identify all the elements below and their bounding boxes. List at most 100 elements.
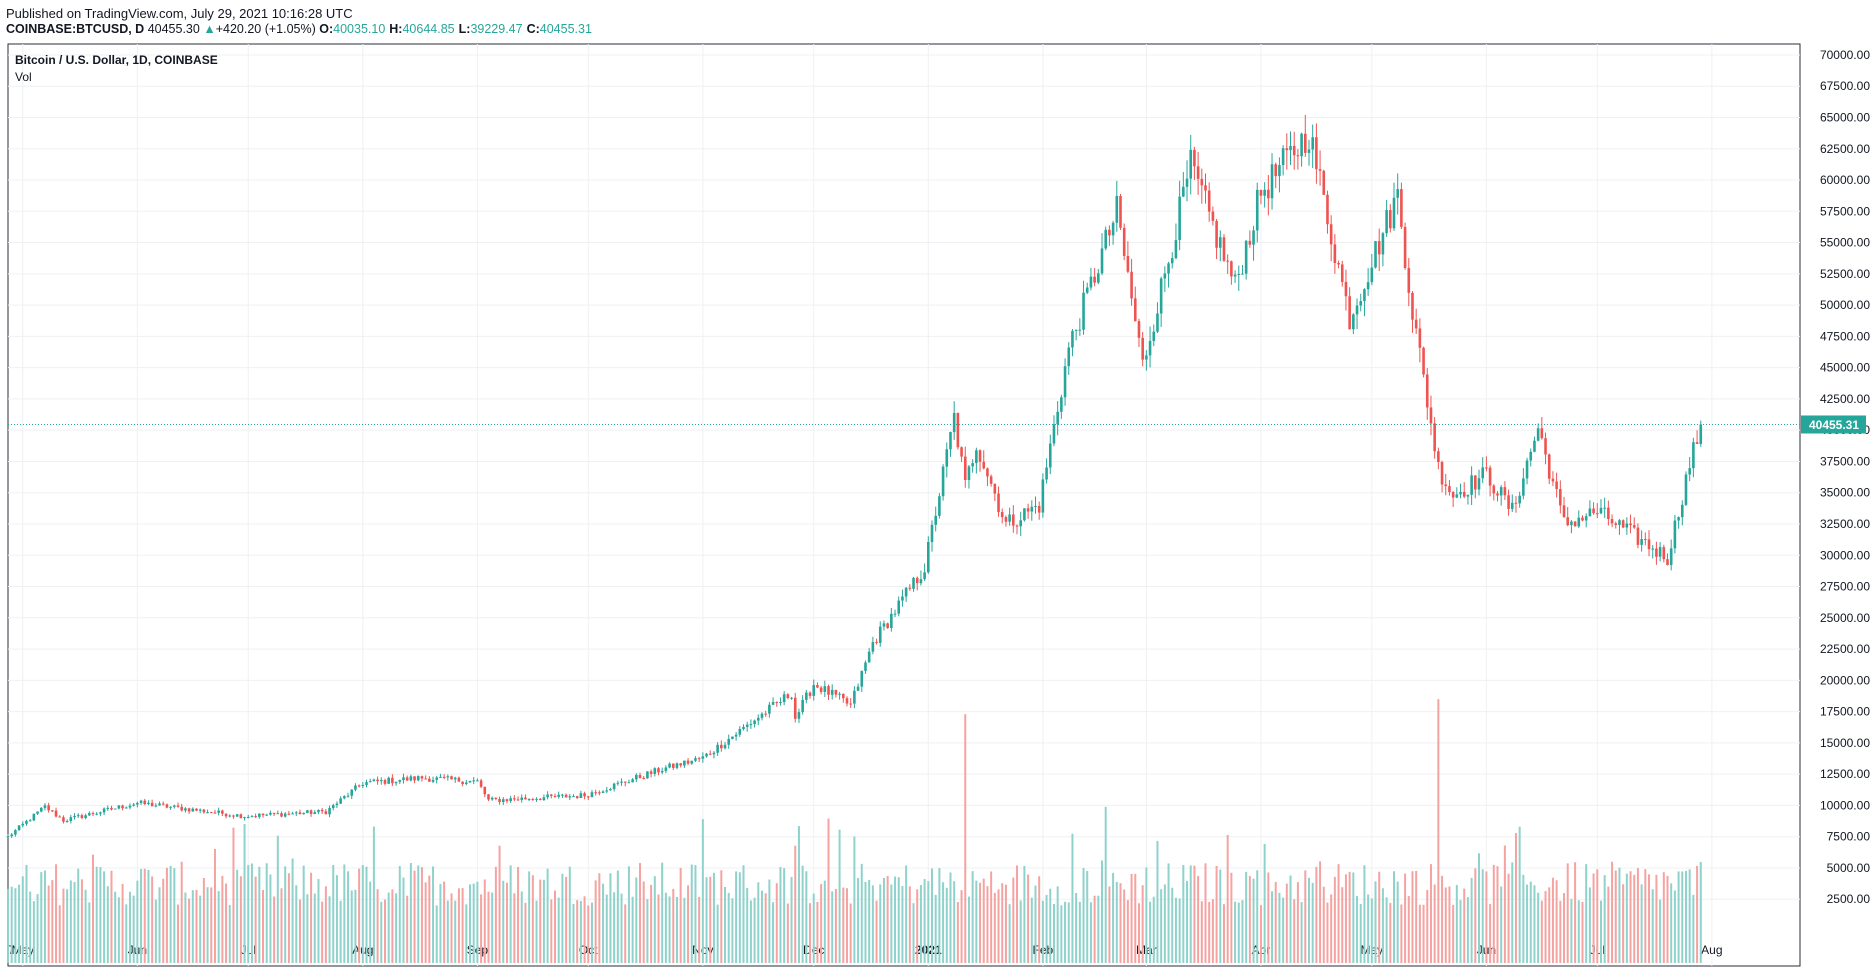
volume-bar <box>465 904 468 963</box>
volume-bar <box>1174 897 1177 963</box>
candle-body <box>324 811 328 815</box>
candle-body <box>1647 539 1651 550</box>
candle-body <box>442 776 446 778</box>
volume-bar <box>1474 868 1477 963</box>
candle-body <box>272 812 276 814</box>
candle-body <box>424 778 427 780</box>
candle-body <box>1592 508 1595 514</box>
candle-body <box>1418 328 1422 348</box>
candle-body <box>246 816 250 818</box>
candle-body <box>841 693 845 699</box>
candle-body <box>1673 520 1677 549</box>
volume-bar <box>461 888 464 963</box>
volume-bar <box>1278 892 1281 963</box>
candle-body <box>1193 149 1196 167</box>
volume-bar <box>794 845 797 963</box>
candle-body <box>494 797 498 799</box>
candle-body <box>864 662 867 671</box>
volume-bar <box>1684 870 1687 963</box>
candle-body <box>161 803 165 805</box>
volume-bar <box>1699 861 1702 963</box>
candle-body <box>1669 548 1673 566</box>
volume-bar <box>280 888 283 963</box>
candle-body <box>1108 229 1111 236</box>
volume-bar <box>106 886 109 963</box>
candle-body <box>531 799 535 801</box>
volume-bar <box>812 893 815 963</box>
volume-bar <box>480 894 483 963</box>
volume-bar <box>1433 884 1436 963</box>
volume-bar <box>1256 870 1259 963</box>
volume-bar <box>1052 904 1055 963</box>
candle-body <box>1300 133 1303 157</box>
close-label: C: <box>526 22 540 36</box>
candle-body <box>1621 520 1625 528</box>
candle-body <box>468 780 472 783</box>
volume-bar <box>1478 853 1481 963</box>
volume-bar <box>1629 871 1632 963</box>
volume-bar <box>853 836 856 963</box>
candle-body <box>1185 178 1189 187</box>
volume-bar <box>92 854 95 963</box>
volume-bar <box>1252 878 1255 963</box>
candle-body <box>808 692 812 696</box>
candle-body <box>901 596 904 601</box>
volume-bar <box>202 877 205 963</box>
volume-bar <box>1636 868 1639 963</box>
volume-bar <box>165 867 168 963</box>
candle-body <box>1385 210 1388 234</box>
volume-bar <box>117 897 120 963</box>
candle-body <box>679 763 682 766</box>
volume-bar <box>594 880 597 963</box>
volume-bar <box>1489 904 1492 963</box>
volume-bar <box>1551 877 1554 963</box>
volume-bar <box>321 901 324 963</box>
candle-body <box>180 806 184 811</box>
volume-bar <box>232 827 235 963</box>
volume-bar <box>1034 885 1037 963</box>
volume-bar <box>29 891 32 963</box>
candle-body <box>435 777 439 780</box>
volume-bar <box>25 864 28 963</box>
candle-body <box>1163 273 1167 279</box>
candle-body <box>261 813 265 816</box>
volume-bar <box>1426 889 1429 963</box>
candle-body <box>1000 512 1004 518</box>
volume-bar <box>1086 870 1089 963</box>
candle-body <box>202 809 206 813</box>
volume-bar <box>1123 889 1126 963</box>
candle-body <box>1222 237 1226 261</box>
volume-bar <box>69 880 72 963</box>
volume-bar <box>1189 865 1192 963</box>
y-tick-label: 62500.00 <box>1820 142 1870 156</box>
candle-body <box>1041 479 1045 513</box>
volume-bar <box>1585 864 1588 963</box>
volume-bar <box>420 867 423 963</box>
volume-bar <box>1559 900 1562 963</box>
candle-body <box>878 626 882 643</box>
candle-body <box>553 795 557 797</box>
volume-bar <box>121 883 124 963</box>
volume-bar <box>387 892 390 963</box>
candle-body <box>819 687 823 692</box>
volume-bar <box>55 864 58 963</box>
change-up-icon: ▲ <box>203 22 216 36</box>
volume-bar <box>779 866 782 963</box>
volume-bar <box>561 873 564 963</box>
volume-bar <box>276 835 279 963</box>
candle-body <box>372 779 376 782</box>
candle-body <box>39 807 43 812</box>
volume-bar <box>613 892 616 963</box>
candle-body <box>1433 423 1436 452</box>
volume-bar <box>1503 845 1506 963</box>
volume-bar <box>1692 894 1695 963</box>
candle-body <box>786 694 790 698</box>
volume-bar <box>834 888 837 963</box>
volume-bar <box>1352 872 1355 963</box>
candle-body <box>708 753 712 755</box>
volume-bar <box>742 865 745 963</box>
volume-bar <box>1027 874 1030 963</box>
candle-body <box>731 736 734 739</box>
volume-bar <box>250 863 253 963</box>
